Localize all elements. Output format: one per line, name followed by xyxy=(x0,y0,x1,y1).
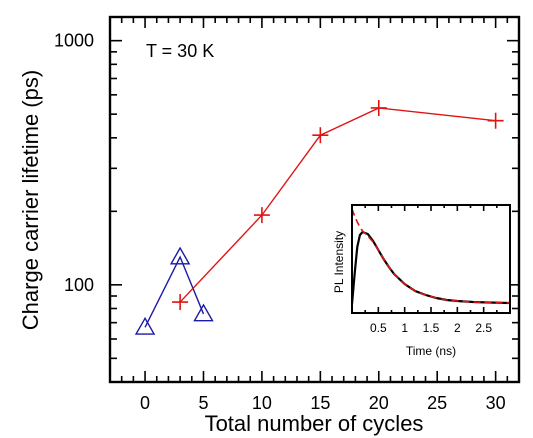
plus-marker xyxy=(253,207,270,224)
x-tick-label: 20 xyxy=(369,393,389,413)
inset-x-tick-label: 1 xyxy=(401,321,408,335)
x-tick-label: 30 xyxy=(486,393,506,413)
series-layer xyxy=(134,99,504,335)
main-tick-labels: 0 5 10 15 20 25 30 100 1000 xyxy=(54,31,506,413)
y-tick-label: 100 xyxy=(64,275,94,295)
inset-x-tick-label: 2.5 xyxy=(475,321,492,335)
x-axis-title: Total number of cycles xyxy=(205,411,424,436)
inset-x-axis-title: Time (ns) xyxy=(406,344,456,358)
y-tick-label: 1000 xyxy=(54,31,94,51)
inset-curves xyxy=(350,208,511,305)
inset-y-axis-title: PL Intensity xyxy=(332,231,346,293)
triangle-marker xyxy=(169,246,191,265)
inset-x-tick-label: 2 xyxy=(454,321,461,335)
inset-fit-curve xyxy=(351,208,511,304)
temperature-annotation: T = 30 K xyxy=(146,41,214,61)
triangle-marker xyxy=(193,303,214,322)
plot-frame xyxy=(108,15,521,384)
x-tick-label: 10 xyxy=(252,393,272,413)
plus-marker xyxy=(487,112,504,129)
x-tick-label: 5 xyxy=(198,393,208,413)
x-tick-label: 0 xyxy=(140,393,150,413)
plus-marker xyxy=(312,127,329,144)
inset-x-tick-label: 1.5 xyxy=(423,321,440,335)
x-tick-label: 15 xyxy=(310,393,330,413)
y-axis-title: Charge carrier lifetime (ps) xyxy=(18,70,43,330)
triangle-marker xyxy=(134,316,156,335)
series-line xyxy=(144,255,205,328)
inset-background xyxy=(352,205,510,313)
inset-plot: 0.5 1 1.5 2 2.5 Time (ns) PL Intensity xyxy=(332,204,511,358)
inset-ticks: 0.5 1 1.5 2 2.5 xyxy=(364,205,498,335)
x-tick-label: 25 xyxy=(427,393,447,413)
plus-marker xyxy=(172,294,189,311)
inset-x-tick-label: 0.5 xyxy=(370,321,387,335)
plus-marker xyxy=(370,99,387,116)
